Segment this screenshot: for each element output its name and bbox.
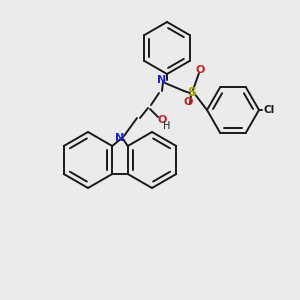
Text: H: H — [163, 121, 171, 131]
Text: S: S — [188, 86, 196, 100]
Text: O: O — [157, 115, 167, 125]
Text: O: O — [195, 65, 205, 75]
Text: Cl: Cl — [263, 105, 274, 115]
Text: N: N — [158, 75, 166, 85]
Text: O: O — [183, 97, 193, 107]
Text: N: N — [116, 133, 124, 143]
